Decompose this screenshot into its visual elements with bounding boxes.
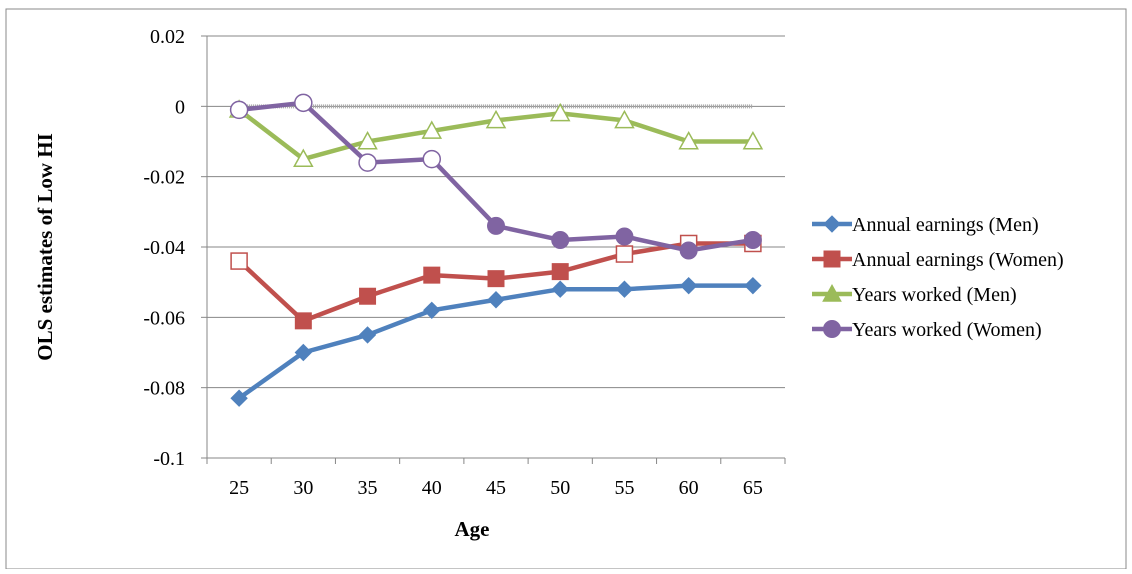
legend: Annual earnings (Men) Annual earnings (Wo… — [812, 214, 1064, 341]
y-axis-title: OLS estimates of Low HI — [33, 133, 57, 361]
data-point — [294, 312, 312, 330]
series-4 — [229, 93, 762, 260]
y-tick-label: -0.1 — [153, 448, 185, 470]
data-point — [422, 149, 442, 169]
legend-item: Annual earnings (Women) — [812, 249, 1064, 271]
data-point — [230, 389, 248, 407]
series-3 — [228, 99, 764, 168]
x-tick-label: 45 — [486, 477, 506, 499]
x-tick-label: 40 — [422, 477, 442, 499]
data-point — [423, 266, 441, 284]
data-point — [615, 280, 634, 298]
y-tick-label: -0.06 — [143, 307, 185, 329]
legend-item: Years worked (Women) — [812, 319, 1042, 341]
y-tick-label: -0.08 — [143, 378, 185, 400]
x-tick-label: 30 — [293, 477, 313, 499]
series-1 — [230, 276, 762, 407]
data-point — [743, 230, 762, 249]
data-point — [421, 120, 443, 139]
legend-label: Years worked (Men) — [852, 284, 1017, 306]
legend-label: Years worked (Women) — [852, 319, 1042, 341]
data-point — [679, 276, 698, 295]
data-point — [358, 326, 377, 344]
y-tick-label: 0 — [175, 96, 185, 118]
data-point — [551, 263, 569, 281]
legend-item: Years worked (Men) — [812, 283, 1017, 306]
data-point — [358, 153, 377, 172]
x-tick-label: 35 — [358, 477, 378, 499]
y-tick-label: -0.04 — [143, 237, 185, 259]
x-tick-label: 60 — [679, 477, 699, 499]
data-point — [551, 280, 569, 298]
y-tick-label: 0.02 — [150, 26, 185, 48]
data-point — [357, 130, 378, 150]
data-point — [423, 301, 441, 320]
legend-item: Annual earnings (Men) — [812, 214, 1039, 236]
data-point — [485, 109, 507, 129]
x-tick-label: 25 — [229, 477, 249, 499]
axes: 0.02 0 -0.02 -0.04 -0.06 -0.08 -0.1 25 30 35 40 45 5… — [143, 26, 786, 499]
data-point — [549, 102, 571, 122]
legend-swatch-marker — [823, 250, 841, 268]
data-point — [678, 130, 699, 150]
data-point — [359, 287, 377, 305]
series-group — [228, 93, 764, 407]
x-tick-label: 50 — [550, 477, 570, 499]
data-point — [615, 227, 634, 246]
gridlines — [207, 35, 785, 389]
data-point — [229, 100, 249, 120]
legend-label: Annual earnings (Men) — [852, 214, 1039, 236]
y-tick-label: -0.02 — [143, 167, 185, 189]
legend-label: Annual earnings (Women) — [852, 249, 1064, 271]
data-point — [487, 216, 505, 235]
legend-swatch-marker — [822, 283, 842, 302]
data-point — [230, 252, 248, 270]
data-point — [294, 343, 313, 362]
x-axis-title: Age — [455, 517, 490, 541]
data-point — [615, 245, 634, 263]
data-point — [487, 270, 505, 288]
data-point — [744, 276, 762, 295]
data-point — [294, 93, 313, 113]
legend-swatch-marker — [823, 215, 841, 233]
data-point — [742, 130, 764, 150]
data-point — [293, 148, 314, 168]
data-point — [551, 230, 570, 249]
legend-swatch-marker — [823, 320, 841, 338]
data-point — [614, 109, 635, 129]
data-point — [679, 241, 698, 260]
x-tick-label: 55 — [614, 477, 634, 499]
x-tick-label: 65 — [743, 477, 763, 499]
data-point — [487, 291, 505, 309]
